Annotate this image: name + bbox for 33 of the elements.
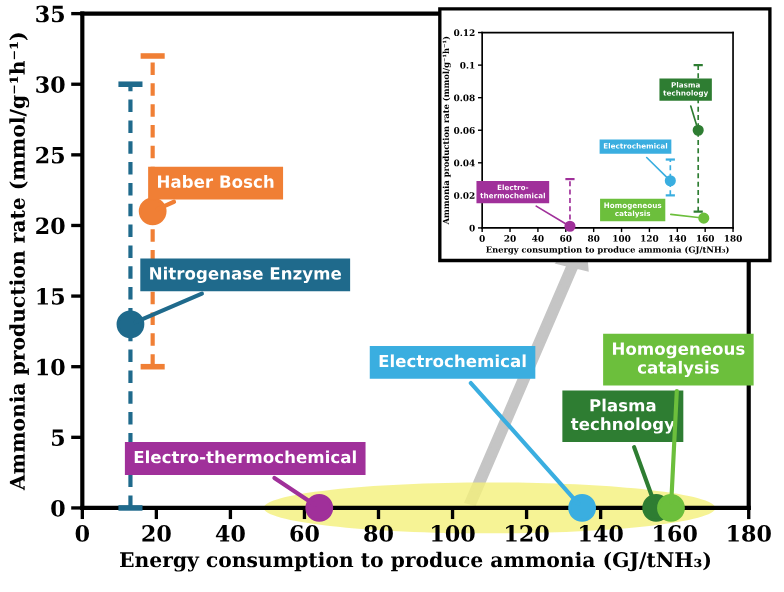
x-tick-label: 40: [215, 525, 245, 542]
x-tick-label: 20: [142, 525, 171, 542]
x-tick-label: 180: [728, 525, 771, 542]
x-tick-label: 140: [580, 525, 623, 542]
y-tick-label: 30: [36, 76, 65, 93]
point: [568, 494, 597, 522]
y-tick-label: 5: [52, 429, 64, 447]
text: Plasma technology: [570, 398, 675, 434]
x-tick-label: 120: [506, 525, 549, 542]
point: [138, 197, 167, 226]
y-tick-label: 0: [51, 499, 65, 517]
x-tick-label: 80: [364, 525, 393, 542]
text: Nitrogenase Enzyme: [150, 266, 341, 284]
point: [657, 494, 685, 522]
text: Homogeneous catalysis: [612, 342, 745, 378]
point: [116, 310, 145, 339]
y-tick-label: 10: [37, 358, 65, 376]
y-tick-label: 15: [37, 288, 64, 305]
x-tick-label: 0: [75, 525, 90, 542]
text: Electrochemical: [379, 354, 526, 368]
point: [305, 494, 334, 522]
x-axis-title: Energy consumption to produce ammonia (GJ/tNH₃): [120, 551, 711, 572]
x-tick-label: 160: [654, 525, 697, 542]
y-tick-label: 25: [36, 146, 64, 164]
text: Electro-thermochemical: [134, 450, 356, 464]
y-axis-title: Ammonia production rate (mmol/g⁻¹h⁻¹): [9, 33, 30, 491]
y-tick-label: 35: [36, 5, 64, 23]
x-tick-label: 100: [432, 525, 475, 542]
point: [698, 212, 710, 224]
point: [664, 175, 676, 187]
x-tick-label: 60: [290, 525, 319, 542]
point: [692, 124, 704, 136]
series-label: Haber Bosch: [158, 175, 274, 188]
